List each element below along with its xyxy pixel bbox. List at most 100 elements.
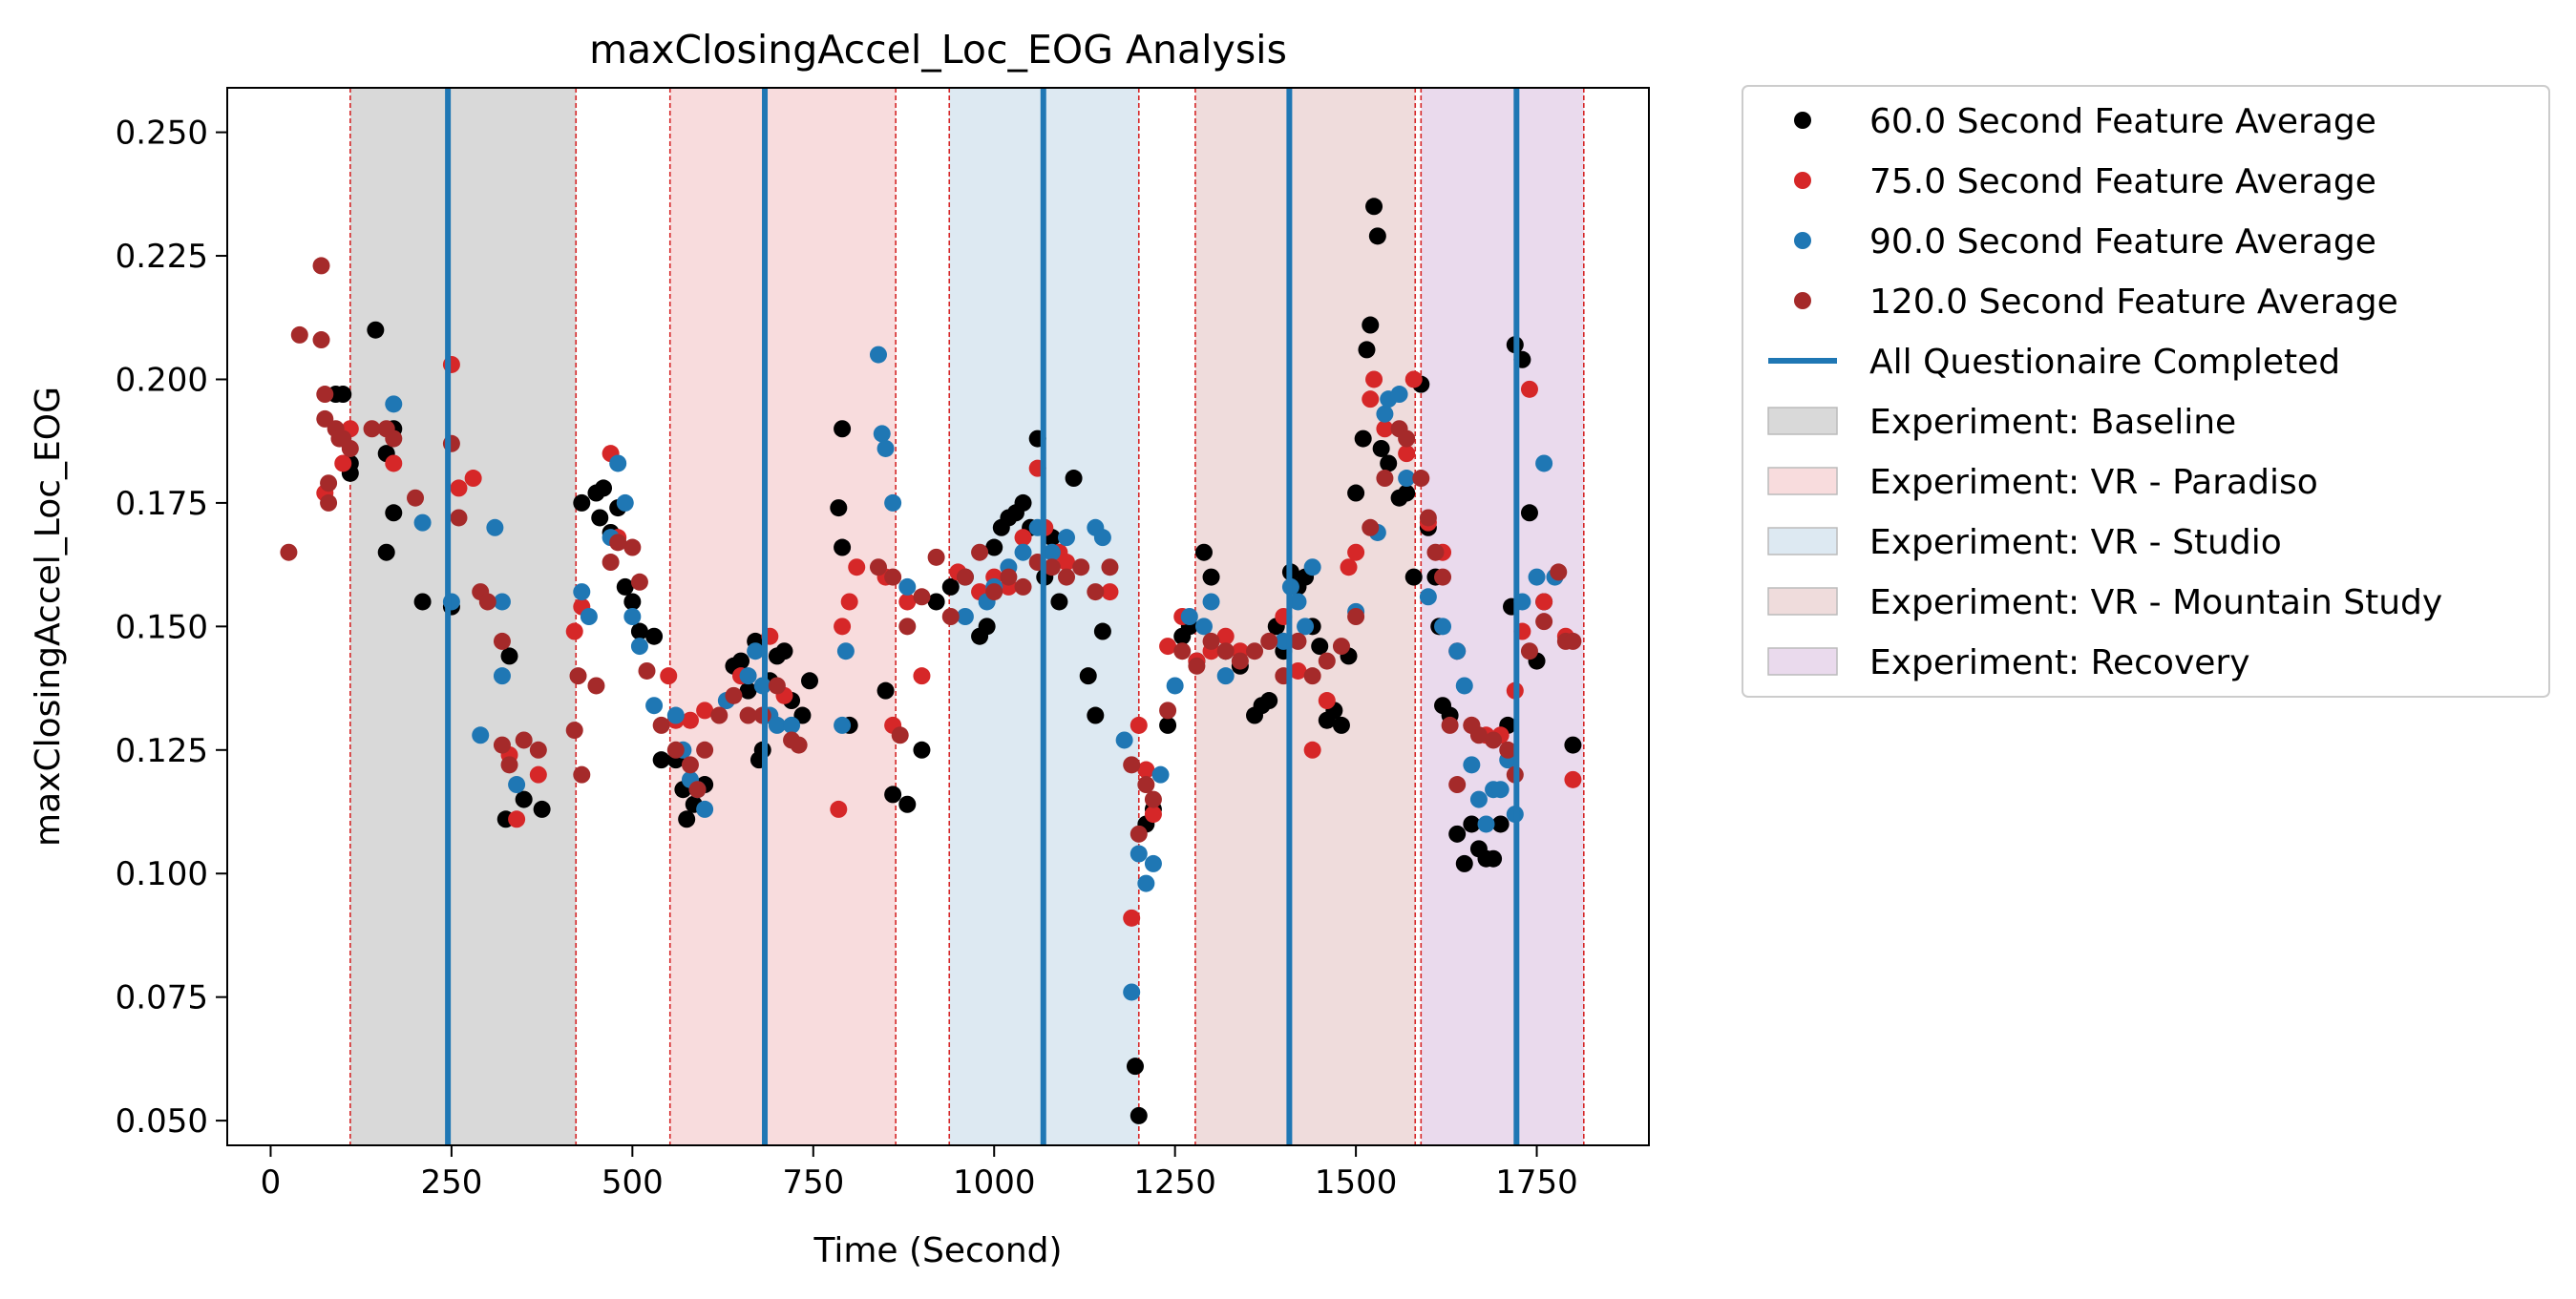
data-point xyxy=(1289,593,1307,611)
data-point xyxy=(927,593,945,611)
data-point xyxy=(385,454,403,472)
data-point xyxy=(790,736,808,754)
y-tick-label-6: 0.200 xyxy=(116,361,208,399)
data-point xyxy=(1289,661,1307,680)
data-point xyxy=(688,781,707,799)
data-point xyxy=(1137,776,1155,794)
experiment-band-1 xyxy=(669,88,897,1145)
data-point xyxy=(1564,736,1582,754)
data-point xyxy=(320,474,338,492)
data-point xyxy=(1079,667,1097,685)
data-point xyxy=(1358,341,1376,359)
data-point xyxy=(1368,227,1386,245)
data-point xyxy=(1058,554,1076,572)
data-point xyxy=(971,543,989,561)
y-tick-label-5: 0.175 xyxy=(116,485,208,523)
data-point xyxy=(898,795,917,813)
legend-marker-3 xyxy=(1794,292,1811,309)
data-point xyxy=(869,558,887,576)
data-point xyxy=(1347,484,1365,502)
data-point xyxy=(1535,613,1553,631)
data-point xyxy=(681,756,699,774)
data-point xyxy=(533,800,551,818)
data-point xyxy=(1376,420,1394,438)
data-point xyxy=(747,642,765,660)
data-point xyxy=(616,577,634,596)
data-point xyxy=(1126,1058,1144,1076)
y-tick-label-7: 0.225 xyxy=(116,238,208,276)
data-point xyxy=(1159,716,1177,734)
data-point xyxy=(1372,439,1390,457)
legend-marker-1 xyxy=(1794,172,1811,189)
data-point xyxy=(1448,776,1467,794)
data-point xyxy=(891,726,909,744)
data-point xyxy=(573,765,591,784)
series-0 xyxy=(327,198,1582,1124)
data-point xyxy=(884,786,902,804)
data-point xyxy=(493,736,511,754)
data-point xyxy=(660,667,678,685)
legend: 60.0 Second Feature Average 75.0 Second F… xyxy=(1742,85,2550,698)
data-point xyxy=(413,513,432,532)
data-point xyxy=(312,331,330,349)
legend-label-7: Experiment: VR - Studio xyxy=(1869,523,2282,562)
experiment-bands xyxy=(349,88,1584,1145)
data-point xyxy=(1318,692,1336,710)
data-point xyxy=(1137,874,1155,892)
data-point xyxy=(1303,667,1321,685)
data-point xyxy=(1491,781,1510,799)
data-point xyxy=(666,741,685,759)
data-point xyxy=(508,776,526,794)
y-tick-label-2: 0.100 xyxy=(116,855,208,893)
legend-marker-5 xyxy=(1767,407,1838,435)
legend-label-3: 120.0 Second Feature Average xyxy=(1869,283,2398,322)
data-point xyxy=(898,577,917,596)
data-point xyxy=(385,395,403,413)
data-point xyxy=(941,608,960,625)
data-point xyxy=(591,509,609,527)
data-point xyxy=(1311,638,1329,656)
data-point xyxy=(1380,454,1398,472)
data-point xyxy=(1448,825,1467,843)
data-point xyxy=(869,346,887,364)
data-point xyxy=(1137,761,1155,779)
data-point xyxy=(638,661,656,680)
data-point xyxy=(1332,716,1350,734)
data-point xyxy=(630,622,648,640)
legend-label-0: 60.0 Second Feature Average xyxy=(1869,102,2376,141)
data-point xyxy=(1365,198,1383,216)
data-point xyxy=(464,470,482,488)
data-point xyxy=(1347,608,1365,625)
data-point xyxy=(500,756,518,774)
data-point xyxy=(1072,558,1090,576)
data-point xyxy=(316,409,334,428)
data-point xyxy=(696,800,714,818)
data-point xyxy=(341,439,359,457)
data-point xyxy=(1130,1106,1148,1124)
data-point xyxy=(1123,983,1141,1001)
legend-marker-9 xyxy=(1767,647,1838,676)
y-axis-ticks: 0.050 0.075 0.100 0.125 0.150 0.175 0.200 0.225… xyxy=(116,115,227,1141)
y-tick-label-1: 0.075 xyxy=(116,979,208,1017)
chart-title: maxClosingAccel_Loc_EOG Analysis xyxy=(589,27,1287,73)
data-point xyxy=(1528,568,1546,586)
data-point xyxy=(652,751,670,769)
data-point xyxy=(1260,692,1278,710)
data-point xyxy=(834,420,852,438)
data-point xyxy=(873,425,891,443)
data-point xyxy=(565,722,583,740)
data-point xyxy=(602,554,620,572)
data-point xyxy=(1499,741,1517,759)
data-point xyxy=(1485,849,1503,868)
data-point xyxy=(1535,593,1553,611)
data-point xyxy=(1123,756,1141,774)
data-point xyxy=(1043,543,1061,561)
data-point xyxy=(478,593,496,611)
data-point xyxy=(630,573,648,591)
data-point xyxy=(941,577,960,596)
data-point xyxy=(1564,632,1582,650)
data-point xyxy=(1469,726,1488,744)
series-3 xyxy=(280,257,1582,843)
data-point xyxy=(1362,390,1380,409)
